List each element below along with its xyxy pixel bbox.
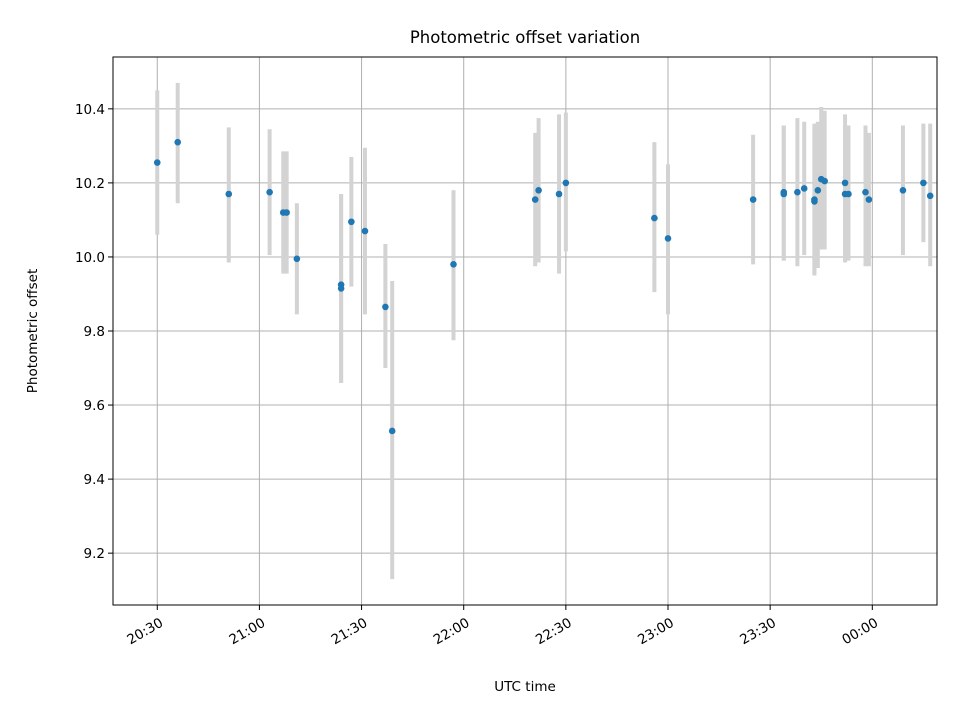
y-tick-label: 9.6: [84, 398, 105, 414]
data-point: [293, 255, 301, 263]
data-point: [811, 196, 818, 203]
data-point: [899, 186, 907, 194]
y-axis-label: Photometric offset: [25, 269, 41, 393]
data-point: [814, 186, 822, 194]
data-point: [382, 303, 389, 311]
data-point: [841, 179, 849, 187]
data-point: [535, 186, 542, 194]
data-point: [664, 235, 672, 242]
data-point: [361, 227, 369, 235]
data-point: [153, 159, 161, 166]
y-tick-label: 9.2: [84, 546, 105, 562]
data-point: [555, 190, 563, 198]
y-tick-label: 9.4: [84, 472, 105, 488]
data-point: [920, 179, 927, 187]
y-tick-label: 10.4: [75, 102, 105, 118]
data-point: [794, 188, 801, 196]
data-point: [531, 196, 539, 203]
data-point: [348, 218, 355, 226]
data-point: [283, 209, 290, 216]
y-tick-label: 9.8: [84, 324, 105, 340]
data-point: [780, 190, 788, 198]
data-point: [388, 427, 396, 435]
data-point: [865, 196, 873, 203]
data-point: [845, 190, 852, 198]
data-point: [862, 188, 869, 196]
data-point: [800, 185, 808, 192]
data-point: [926, 192, 934, 200]
data-point: [821, 177, 828, 185]
data-point: [562, 179, 570, 187]
data-point: [337, 285, 345, 292]
data-points: [153, 138, 934, 435]
data-point: [174, 138, 181, 146]
data-point: [749, 196, 757, 203]
grid-lines: [113, 57, 937, 605]
chart-title: Photometric offset variation: [410, 28, 640, 47]
x-axis-label: UTC time: [494, 679, 556, 695]
y-tick-label: 10.0: [75, 250, 105, 266]
data-point: [450, 261, 457, 268]
y-tick-label: 10.2: [75, 176, 105, 192]
data-point: [266, 188, 273, 196]
data-point: [651, 214, 658, 222]
data-point: [225, 190, 233, 198]
